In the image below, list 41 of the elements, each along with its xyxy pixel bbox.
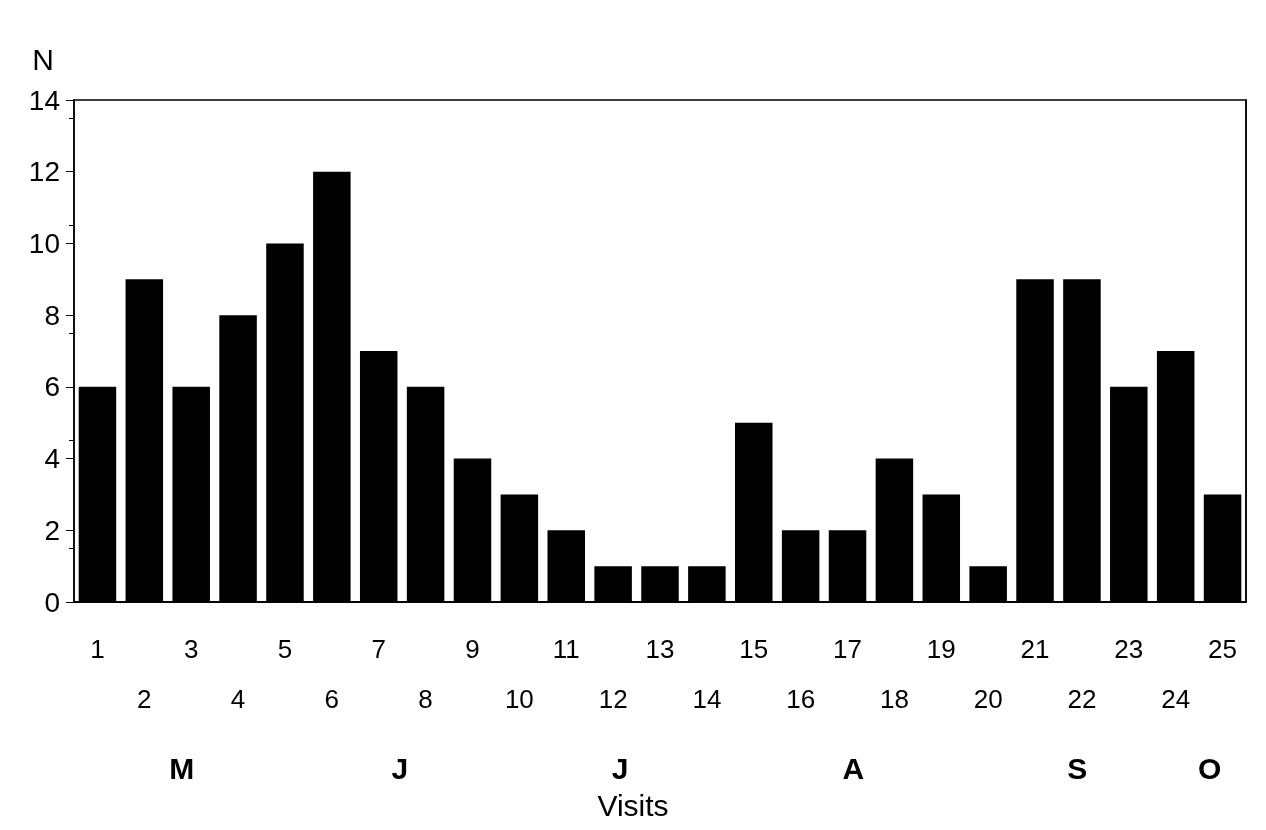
y-tick-label: 6 (44, 371, 60, 403)
x-tick-label: 22 (1067, 684, 1097, 714)
x-tick-label: 1 (90, 634, 105, 664)
x-tick-label: 15 (739, 634, 769, 664)
x-tick-label: 16 (786, 684, 816, 714)
y-tick-label: 0 (44, 586, 60, 618)
x-tick-label: 24 (1161, 684, 1191, 714)
text: S (1067, 751, 1088, 785)
text: J (391, 751, 409, 785)
x-axis-title: Visits (597, 788, 669, 822)
x-tick-label: 19 (926, 634, 956, 664)
y-tick-label: 10 (28, 227, 60, 259)
x-tick-label: 6 (324, 684, 340, 714)
y-tick-label: 14 (28, 84, 60, 116)
x-tick-label: 25 (1208, 634, 1238, 664)
text: M (169, 751, 195, 785)
x-tick-label: 5 (277, 634, 293, 664)
x-tick-label: 18 (879, 684, 909, 714)
y-tick-label: 8 (44, 299, 60, 331)
x-tick-label: 17 (833, 634, 862, 664)
y-tick-label: 2 (44, 514, 60, 546)
x-tick-label: 11 (552, 634, 580, 664)
x-tick-label: 3 (183, 634, 199, 664)
x-tick-label: 12 (598, 684, 628, 714)
x-tick-label: 8 (418, 684, 433, 714)
y-tick-label: 4 (44, 443, 60, 475)
text: J (611, 751, 629, 785)
x-tick-label: 14 (692, 684, 722, 714)
x-tick-label: 23 (1114, 634, 1144, 664)
y-tick-label: 12 (28, 156, 60, 188)
x-tick-label: 7 (371, 634, 386, 664)
x-tick-label: 21 (1020, 634, 1050, 664)
y-axis-title: N (32, 42, 54, 76)
x-tick-label: 13 (645, 634, 675, 664)
text: A (842, 751, 865, 785)
x-tick-label: 2 (137, 684, 152, 714)
x-tick-label: 4 (230, 684, 246, 714)
x-tick-label: 20 (973, 684, 1003, 714)
x-tick-label: 10 (504, 684, 534, 714)
text: O (1198, 751, 1222, 785)
x-tick-label: 9 (465, 634, 480, 664)
